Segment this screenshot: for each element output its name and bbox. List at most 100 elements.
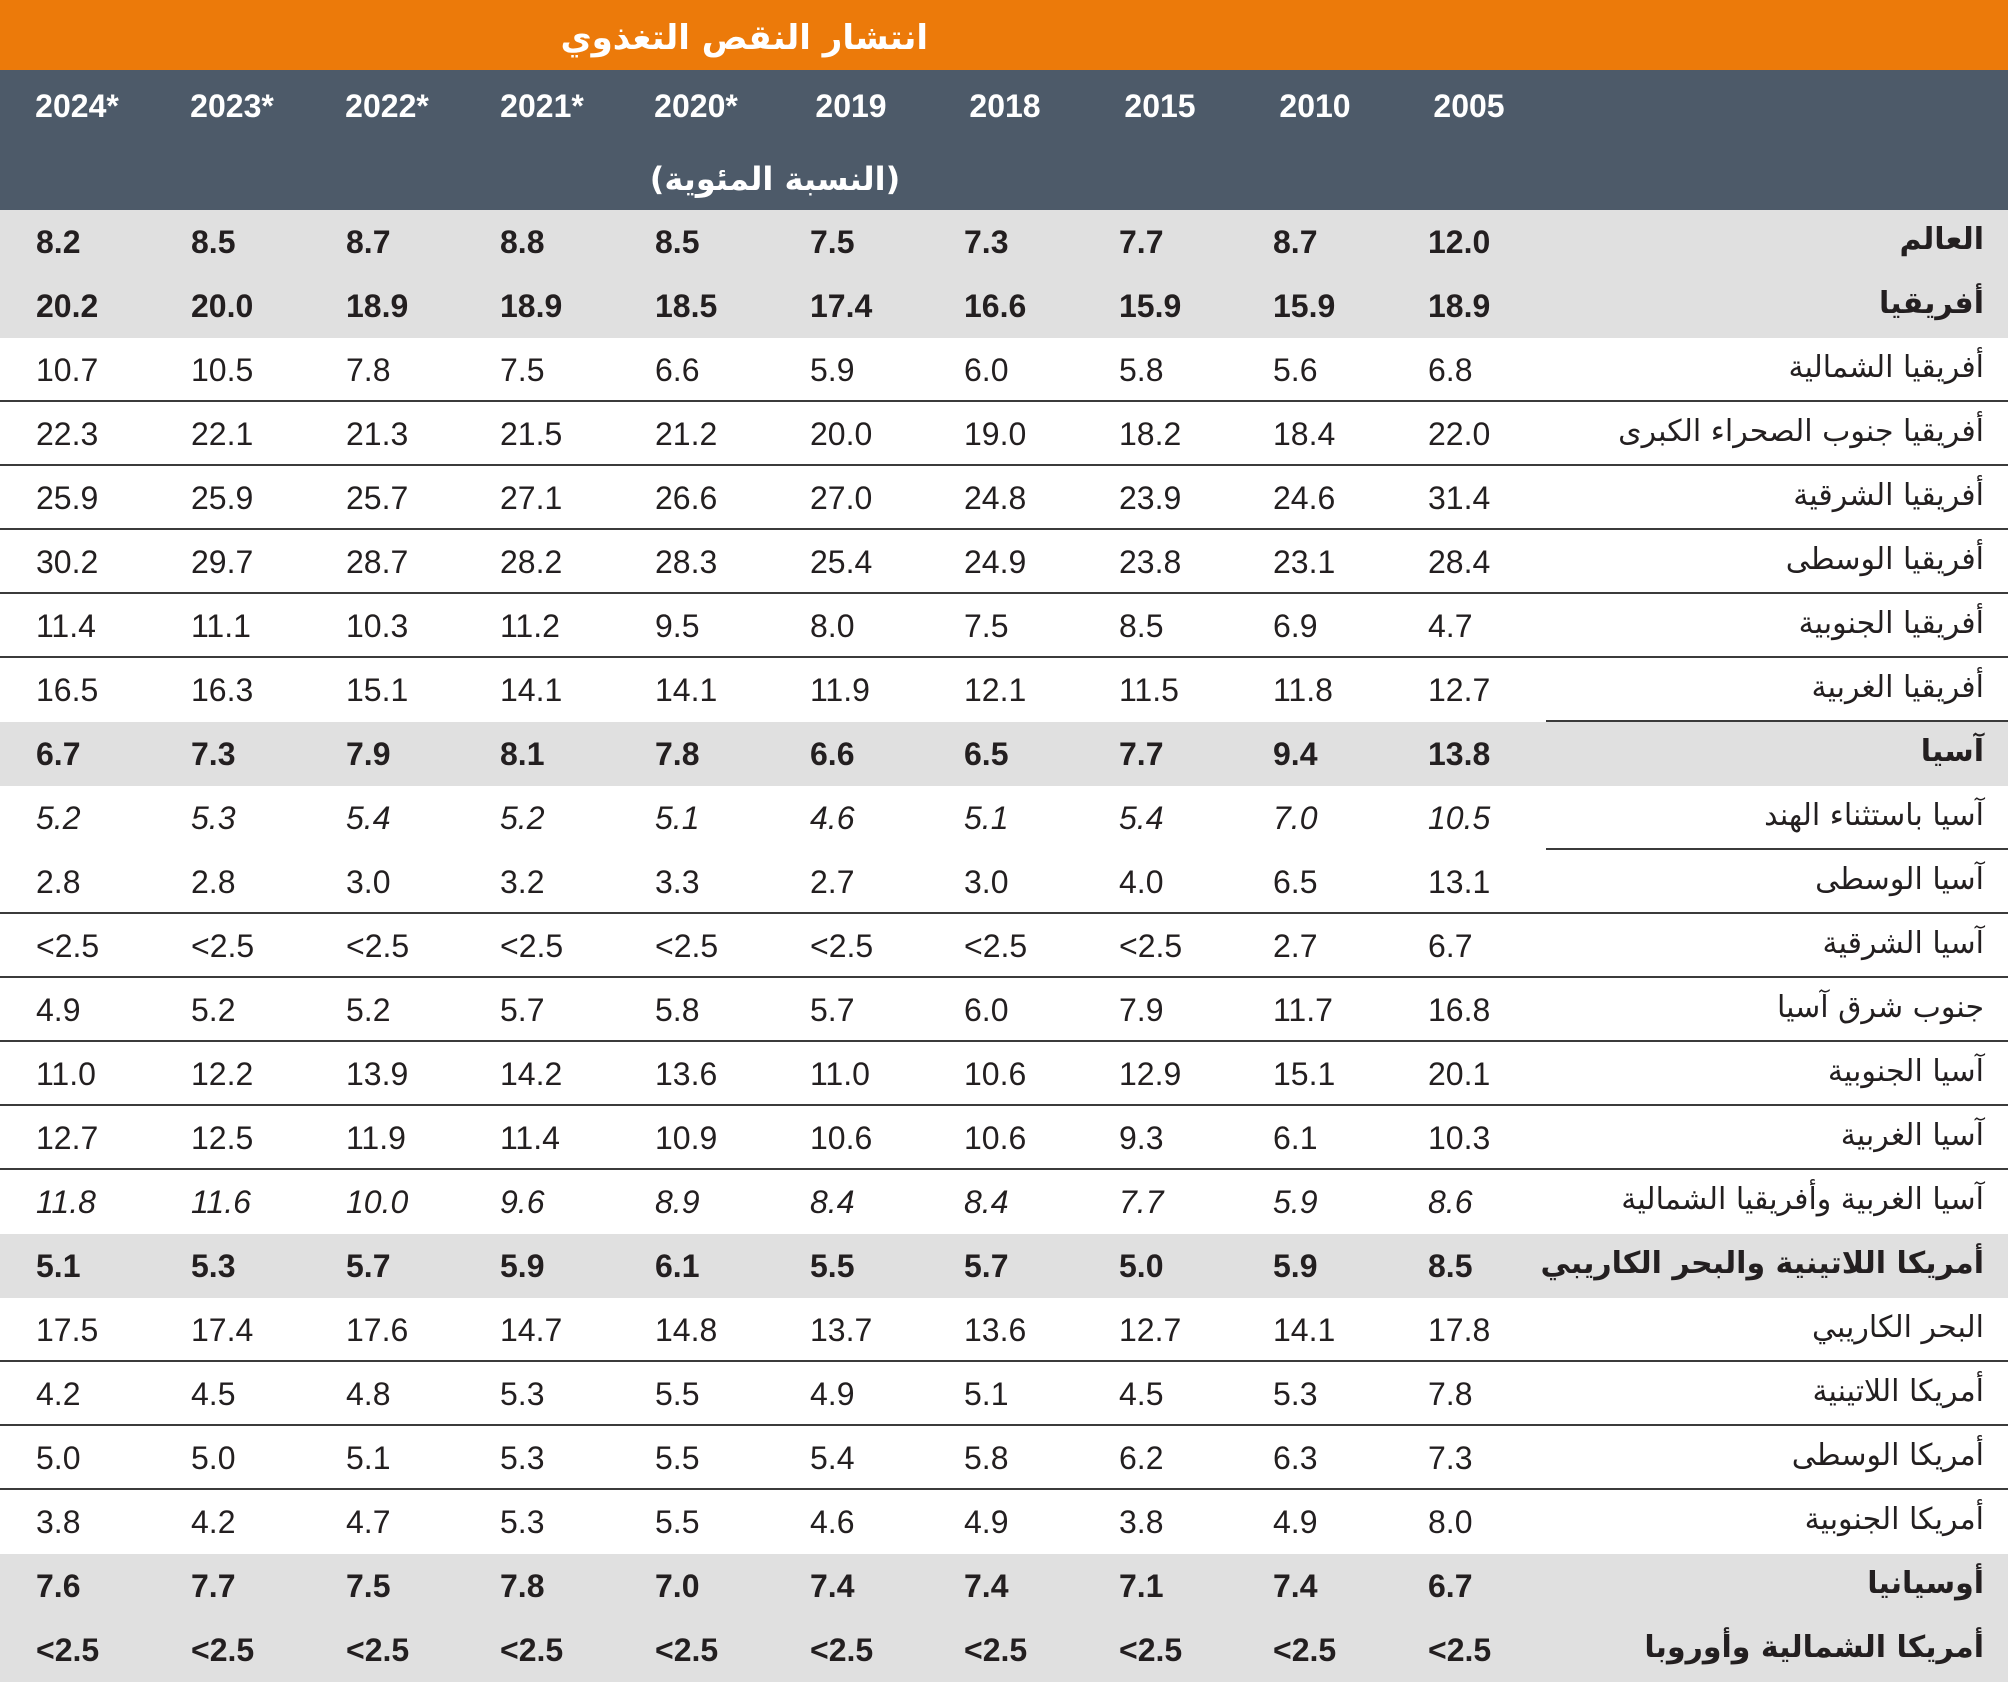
table-cell: 8.2 xyxy=(36,224,81,260)
table-cell: 5.9 xyxy=(1273,1184,1318,1220)
table-cell: 2.7 xyxy=(1273,928,1318,964)
table-cell: 5.8 xyxy=(1119,352,1164,388)
table-row: 25.9 25.9 25.7 27.1 26.6 27.0 24.8 23.9 … xyxy=(0,466,2008,530)
table-cell: 15.1 xyxy=(346,672,409,708)
table-cell: 5.0 xyxy=(36,1440,81,1476)
row-label: أمريكا الوسطى xyxy=(1791,1438,1984,1473)
table-cell: 12.9 xyxy=(1119,1056,1182,1092)
table-cell: 6.6 xyxy=(655,352,700,388)
year-header: 2019 xyxy=(815,88,887,124)
row-label: آسيا الشرقية xyxy=(1822,926,1984,961)
table-cell: 5.5 xyxy=(655,1440,700,1476)
table-cell: 11.5 xyxy=(1119,672,1179,708)
table-cell: 7.9 xyxy=(346,736,391,772)
table-cell: 7.4 xyxy=(1273,1568,1318,1604)
row-label: آسيا xyxy=(1920,734,1984,769)
table-cell: <2.5 xyxy=(191,928,255,964)
table-cell: 10.6 xyxy=(810,1120,873,1156)
table-cell: <2.5 xyxy=(1119,1632,1183,1668)
table-row: 5.0 5.0 5.1 5.3 5.5 5.4 5.8 6.2 6.3 7.3 … xyxy=(0,1426,2008,1490)
table-row: 11.4 11.1 10.3 11.2 9.5 8.0 7.5 8.5 6.9 … xyxy=(0,594,2008,658)
table-cell: 4.9 xyxy=(964,1504,1009,1540)
table-cell: <2.5 xyxy=(500,928,564,964)
table-cell: <2.5 xyxy=(346,1632,410,1668)
table-cell: 13.1 xyxy=(1428,864,1491,900)
table-cell: 30.2 xyxy=(36,544,99,580)
table-row: 4.9 5.2 5.2 5.7 5.8 5.7 6.0 7.9 11.7 16.… xyxy=(0,978,2008,1042)
table-cell: 25.9 xyxy=(191,480,254,516)
table-cell: 6.6 xyxy=(810,736,855,772)
table-cell: 6.3 xyxy=(1273,1440,1318,1476)
table-cell: 8.0 xyxy=(810,608,855,644)
table-cell: 18.9 xyxy=(1428,288,1491,324)
table-cell: <2.5 xyxy=(655,928,719,964)
row-label: آسيا الغربية xyxy=(1840,1118,1984,1153)
table-cell: 7.3 xyxy=(1428,1440,1473,1476)
row-label: أمريكا الجنوبية xyxy=(1804,1502,1984,1537)
table-cell: 4.9 xyxy=(810,1376,855,1412)
table-cell: 5.3 xyxy=(1273,1376,1318,1412)
table-cell: 28.4 xyxy=(1428,544,1491,580)
table-cell: 14.7 xyxy=(500,1312,563,1348)
table-cell: 7.3 xyxy=(964,224,1009,260)
table-cell: 29.7 xyxy=(191,544,254,580)
table-cell: <2.5 xyxy=(964,1632,1028,1668)
year-header: 2022* xyxy=(345,88,429,124)
table-cell: <2.5 xyxy=(346,928,410,964)
table-cell: 28.3 xyxy=(655,544,718,580)
table-cell: 11.9 xyxy=(346,1120,406,1156)
table-cell: 5.4 xyxy=(346,800,391,836)
table-cell: 5.1 xyxy=(964,1376,1009,1412)
row-label: أفريقيا xyxy=(1879,286,1984,321)
table-cell: 6.5 xyxy=(964,736,1009,772)
table-cell: 4.0 xyxy=(1119,864,1164,900)
table-title: انتشار النقص التغذوي xyxy=(560,18,929,58)
table-cell: 5.9 xyxy=(500,1248,545,1284)
row-label: أمريكا اللاتينية xyxy=(1812,1374,1984,1409)
table-row: <2.5 <2.5 <2.5 <2.5 <2.5 <2.5 <2.5 <2.5 … xyxy=(0,1618,2008,1682)
table-row: 2.8 2.8 3.0 3.2 3.3 2.7 3.0 4.0 6.5 13.1… xyxy=(0,850,2008,914)
table-cell: 12.2 xyxy=(191,1056,254,1092)
table-cell: 26.6 xyxy=(655,480,718,516)
table-cell: 11.9 xyxy=(810,672,870,708)
table-cell: 22.0 xyxy=(1428,416,1491,452)
table-row: 20.2 20.0 18.9 18.9 18.5 17.4 16.6 15.9 … xyxy=(0,274,2008,338)
table-cell: 24.6 xyxy=(1273,480,1336,516)
table-cell: 16.6 xyxy=(964,288,1027,324)
row-label: أمريكا الشمالية وأوروبا xyxy=(1644,1630,1984,1665)
table-cell: 15.9 xyxy=(1273,288,1336,324)
table-cell: 7.8 xyxy=(346,352,391,388)
table-cell: 5.7 xyxy=(500,992,545,1028)
table-cell: 5.1 xyxy=(36,1248,81,1284)
table-cell: 31.4 xyxy=(1428,480,1491,516)
year-header: 2010 xyxy=(1279,88,1351,124)
table-row: 5.1 5.3 5.7 5.9 6.1 5.5 5.7 5.0 5.9 8.5 … xyxy=(0,1234,2008,1298)
table-cell: 3.2 xyxy=(500,864,545,900)
table-row: 7.6 7.7 7.5 7.8 7.0 7.4 7.4 7.1 7.4 6.7 … xyxy=(0,1554,2008,1618)
table-row: 4.2 4.5 4.8 5.3 5.5 4.9 5.1 4.5 5.3 7.8 … xyxy=(0,1362,2008,1426)
table-row: 11.8 11.6 10.0 9.6 8.9 8.4 8.4 7.7 5.9 8… xyxy=(0,1170,2008,1234)
table-cell: 2.7 xyxy=(810,864,855,900)
table-cell: 13.6 xyxy=(964,1312,1027,1348)
table-cell: 23.8 xyxy=(1119,544,1182,580)
table-row: 17.5 17.4 17.6 14.7 14.8 13.7 13.6 12.7 … xyxy=(0,1298,2008,1362)
table-cell: 16.5 xyxy=(36,672,99,708)
title-bar: انتشار النقص التغذوي xyxy=(0,0,2008,70)
table-cell: 18.5 xyxy=(655,288,718,324)
table-cell: 5.3 xyxy=(500,1376,545,1412)
year-header: 2023* xyxy=(190,88,274,124)
table-cell: 10.0 xyxy=(346,1184,409,1220)
row-label: أفريقيا الشمالية xyxy=(1788,350,1984,385)
table-cell: 7.7 xyxy=(191,1568,236,1604)
table-cell: 11.6 xyxy=(191,1184,251,1220)
table-cell: 27.0 xyxy=(810,480,873,516)
table-cell: 25.4 xyxy=(810,544,873,580)
table-cell: 7.9 xyxy=(1119,992,1164,1028)
table-cell: 11.4 xyxy=(36,608,96,644)
table-cell: 8.4 xyxy=(810,1184,855,1220)
table-cell: 8.1 xyxy=(500,736,545,772)
table-cell: 4.6 xyxy=(810,800,855,836)
table-cell: 8.5 xyxy=(655,224,700,260)
table-cell: 13.9 xyxy=(346,1056,409,1092)
table-cell: 8.7 xyxy=(346,224,391,260)
